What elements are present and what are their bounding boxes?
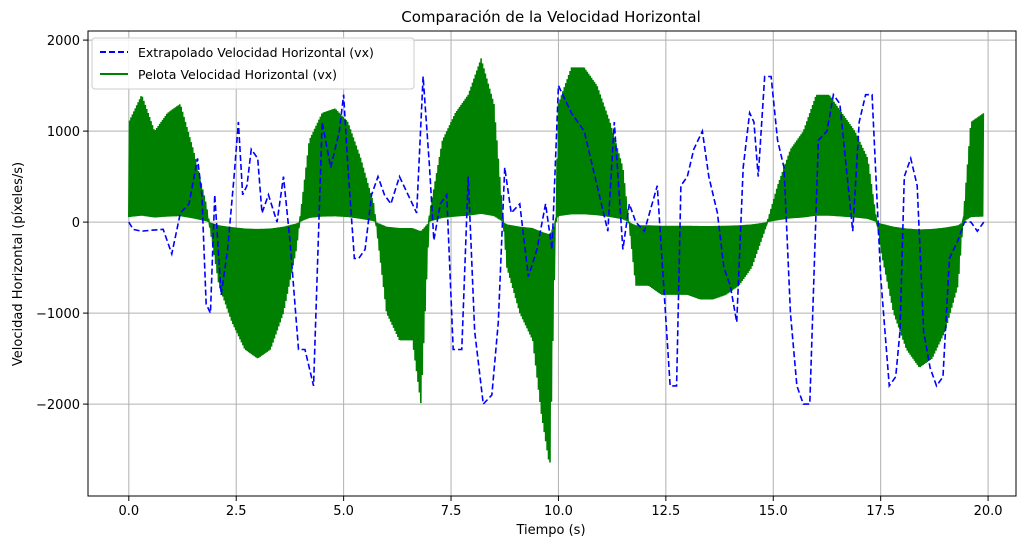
x-tick-label: 7.5 (441, 504, 462, 519)
axes-frame (87, 30, 1017, 497)
y-ticks: −2000 −1000 0 1000 2000 (36, 34, 88, 413)
legend: Extrapolado Velocidad Horizontal (vx) Pe… (91, 37, 415, 90)
series-layer (128, 58, 985, 463)
x-tick-label: 0.0 (118, 504, 139, 519)
y-tick-label: 1000 (47, 125, 80, 140)
x-axis-label: Tiempo (s) (515, 523, 585, 538)
plot-area (128, 58, 985, 463)
series-line-pelota (128, 58, 985, 463)
series-line-extrapolado (128, 75, 985, 406)
legend-label-pelota: Pelota Velocidad Horizontal (vx) (138, 67, 337, 82)
y-tick-label: −1000 (36, 307, 80, 322)
x-tick-label: 5.0 (333, 504, 354, 519)
y-axis-label: Velocidad Horizontal (píxeles/s) (11, 162, 26, 366)
legend-label-extrapolado: Extrapolado Velocidad Horizontal (vx) (138, 45, 374, 60)
x-tick-label: 2.5 (226, 504, 247, 519)
x-tick-label: 12.5 (651, 504, 680, 519)
y-tick-label: 0 (72, 216, 80, 231)
chart-title: Comparación de la Velocidad Horizontal (401, 8, 701, 26)
y-tick-label: −2000 (36, 398, 80, 413)
y-tick-label: 2000 (47, 34, 80, 49)
x-tick-label: 20.0 (974, 504, 1003, 519)
x-tick-label: 15.0 (759, 504, 788, 519)
x-tick-label: 10.0 (544, 504, 573, 519)
x-ticks: 0.0 2.5 5.0 7.5 10.0 12.5 15.0 17.5 20.0 (118, 496, 1003, 519)
x-tick-label: 17.5 (866, 504, 895, 519)
legend-box (91, 37, 415, 90)
